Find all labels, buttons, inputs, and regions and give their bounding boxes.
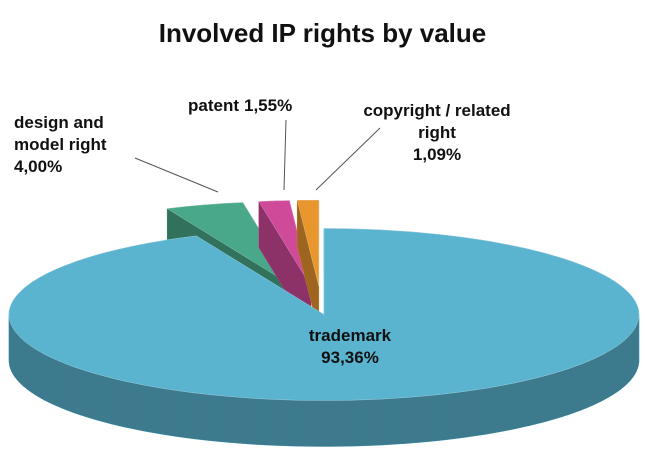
chart-title: Involved IP rights by value [158,18,487,48]
value-label: 1,55% [244,96,293,115]
slices [8,199,640,447]
data-label: patent 1,55% [188,95,338,117]
value-label: 4,00% [14,157,63,176]
data-label: design and model right 4,00% [14,112,144,178]
data-label: trademark 93,36% [270,325,430,369]
slice [8,228,640,401]
leader-line [283,119,287,191]
category-label: copyright / related right [363,101,511,142]
category-label: trademark [308,326,392,345]
category-label: patent [188,96,239,115]
value-label: 1,09% [412,145,462,164]
leader-line [315,127,381,191]
slice [166,202,296,288]
category-label: design and model right [14,113,107,154]
slice [296,199,320,287]
slice [258,200,312,287]
data-label: copyright / related right 1,09% [362,100,512,166]
leader-line [134,157,219,193]
value-label: 93,36% [321,348,379,367]
